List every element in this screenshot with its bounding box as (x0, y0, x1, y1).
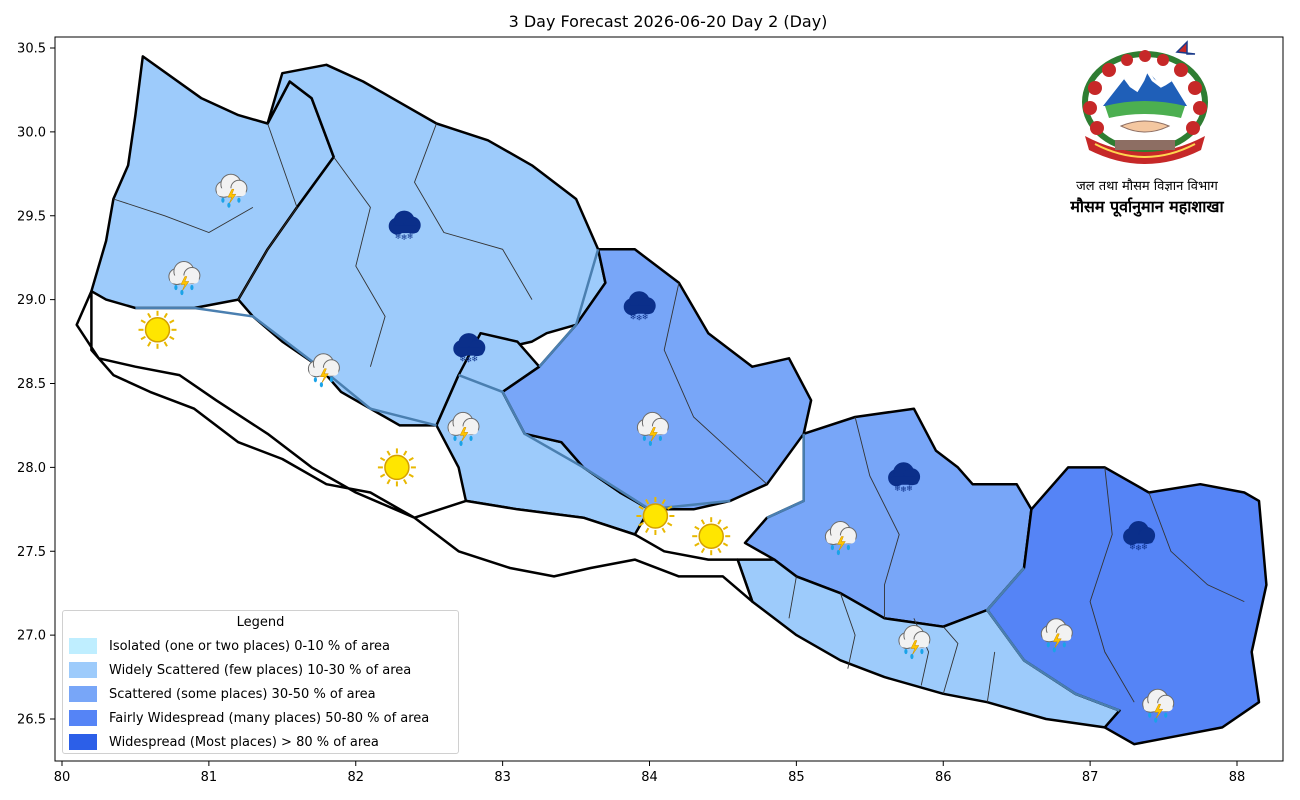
snow-cloud-icon: ❄ ❄ ❄ (623, 291, 656, 323)
district-border (538, 248, 600, 368)
district-border (663, 282, 768, 485)
legend-swatch (69, 638, 97, 654)
plot-frame (54, 36, 1284, 762)
district-border (237, 123, 298, 300)
district-border (766, 433, 805, 519)
legend-swatch (69, 710, 97, 726)
legend-label: Fairly Widespread (many places) 50-80 % … (109, 710, 430, 726)
svg-text:❄: ❄ (906, 484, 913, 493)
legend-swatch (69, 662, 97, 678)
legend-swatch (69, 734, 97, 750)
svg-text:❄: ❄ (407, 232, 414, 241)
agency-division: मौसम पूर्वानुमान महाशाखा (1070, 197, 1224, 216)
map-title: 3 Day Forecast 2026-06-20 Day 2 (Day) (508, 12, 828, 31)
legend-title: Legend (236, 615, 285, 630)
legend-swatch (69, 686, 97, 702)
region-lumbini-south[interactable] (75, 289, 754, 603)
thunderstorm-rain-icon (168, 261, 201, 296)
district-border (985, 567, 1120, 712)
district-borders (113, 123, 1245, 712)
sun-icon (636, 497, 675, 535)
svg-text:❄: ❄ (630, 313, 637, 322)
legend-label: Widely Scattered (few places) 10-30 % of… (109, 662, 412, 678)
x-tick-label: 85 (788, 770, 805, 785)
thunderstorm-rain-icon (447, 411, 480, 446)
x-axis: 80 81 82 83 84 85 86 87 88 (54, 761, 1246, 785)
y-tick-label: 27.5 (17, 545, 46, 560)
legend: Legend Isolated (one or two places) 0-10… (62, 610, 459, 754)
sun-icon (692, 517, 731, 556)
thunderstorm-rain-icon (636, 411, 669, 446)
svg-text:❄: ❄ (471, 355, 478, 364)
x-tick-label: 80 (54, 770, 71, 785)
y-tick-label: 28.5 (17, 377, 46, 392)
sun-icon (377, 448, 416, 487)
thunderstorm-rain-icon (824, 521, 857, 556)
y-tick-label: 29.5 (17, 209, 46, 224)
svg-text:❄: ❄ (642, 313, 649, 322)
sun-icon (138, 310, 177, 349)
legend-item: Widely Scattered (few places) 10-30 % of… (63, 658, 458, 682)
district-border (942, 626, 959, 694)
x-tick-label: 84 (641, 770, 658, 785)
district-border (113, 198, 254, 233)
legend-item: Scattered (some places) 30-50 % of area (63, 682, 458, 706)
district-border (854, 416, 900, 619)
y-tick-label: 28.0 (17, 461, 46, 476)
emblem-logo (1065, 40, 1225, 180)
thunderstorm-rain-icon (215, 173, 248, 208)
snow-cloud-icon: ❄ ❄ ❄ (453, 333, 486, 365)
svg-text:❄: ❄ (894, 484, 901, 493)
legend-item: Fairly Widespread (many places) 50-80 % … (63, 706, 458, 730)
y-tick-label: 26.5 (17, 713, 46, 728)
svg-text:❄: ❄ (900, 485, 907, 494)
agency-name: जल तथा मौसम विज्ञान विभाग (1076, 179, 1218, 194)
district-border (1148, 492, 1245, 603)
svg-text:❄: ❄ (1141, 543, 1148, 552)
y-tick-label: 30.5 (17, 42, 46, 57)
x-tick-label: 86 (935, 770, 952, 785)
x-tick-label: 83 (494, 770, 511, 785)
x-tick-label: 82 (347, 770, 364, 785)
x-tick-label: 81 (201, 770, 218, 785)
district-border (135, 306, 437, 427)
svg-text:❄: ❄ (1135, 544, 1142, 553)
thunderstorm-rain-icon (1142, 688, 1175, 723)
x-tick-label: 88 (1229, 770, 1246, 785)
legend-label: Isolated (one or two places) 0-10 % of a… (109, 638, 390, 654)
legend-item: Isolated (one or two places) 0-10 % of a… (63, 634, 458, 658)
district-border (986, 651, 996, 703)
x-tick-label: 87 (1082, 770, 1099, 785)
svg-text:❄: ❄ (395, 232, 402, 241)
svg-text:❄: ❄ (465, 356, 472, 365)
snow-cloud-icon: ❄ ❄ ❄ (1123, 521, 1156, 553)
weather-icons: ❄ ❄ ❄❄ ❄ ❄❄ ❄ ❄❄ ❄ ❄❄ ❄ ❄ (138, 173, 1175, 723)
legend-item: Widespread (Most places) > 80 % of area (63, 730, 458, 754)
district-border (333, 156, 386, 367)
district-border (1089, 467, 1135, 703)
thunderstorm-rain-icon (898, 625, 931, 660)
svg-text:❄: ❄ (636, 314, 643, 323)
y-tick-label: 30.0 (17, 125, 46, 140)
snow-cloud-icon: ❄ ❄ ❄ (388, 210, 421, 242)
snow-cloud-icon: ❄ ❄ ❄ (888, 462, 921, 494)
legend-label: Scattered (some places) 30-50 % of area (109, 686, 376, 702)
y-axis: 30.5 30.0 29.5 29.0 28.5 28.0 27.5 27.0 26.5 (17, 42, 55, 728)
svg-text:❄: ❄ (459, 355, 466, 364)
svg-text:❄: ❄ (401, 233, 408, 242)
y-tick-label: 27.0 (17, 629, 46, 644)
y-tick-label: 29.0 (17, 293, 46, 308)
thunderstorm-rain-icon (1040, 618, 1073, 653)
district-border (414, 123, 533, 300)
legend-label: Widespread (Most places) > 80 % of area (109, 734, 379, 750)
district-border (788, 576, 797, 619)
thunderstorm-rain-icon (307, 353, 340, 388)
svg-text:❄: ❄ (1129, 543, 1136, 552)
district-border (839, 593, 856, 669)
